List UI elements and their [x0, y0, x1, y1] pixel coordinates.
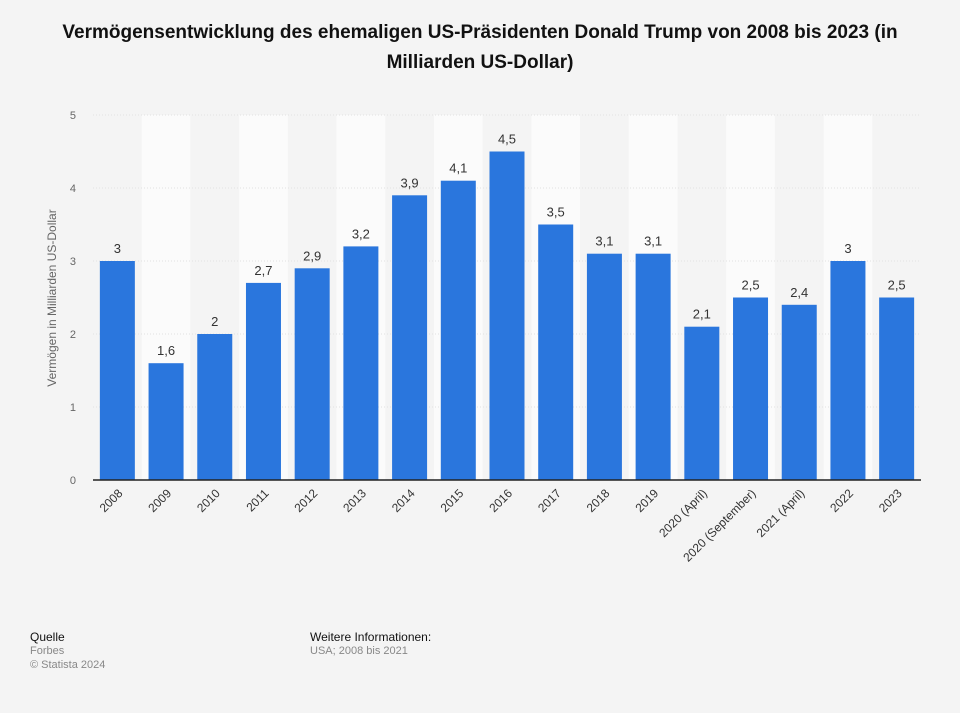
- bar: [294, 268, 330, 480]
- bar: [245, 282, 281, 480]
- bar: [343, 246, 379, 480]
- bar: [99, 261, 135, 480]
- x-axis-ticks: 2008 2009 2010 2011 2012 2013 2014 2015 2016 2017…: [97, 486, 905, 565]
- data-label: 2,1: [693, 307, 711, 322]
- info-block: Weitere Informationen: USA; 2008 bis 202…: [310, 630, 431, 658]
- data-label: 1,6: [157, 343, 175, 358]
- source-block: Quelle Forbes © Statista 2024: [30, 630, 105, 672]
- source-text[interactable]: Forbes: [30, 645, 65, 657]
- bar: [879, 297, 915, 480]
- y-axis-ticks: 0 1 2 3 4 5: [70, 110, 76, 487]
- bar: [538, 224, 574, 480]
- data-label: 3,1: [644, 234, 662, 249]
- x-tick-label: 2016: [486, 486, 515, 515]
- data-labels: 3 1,6 2 2,7 2,9 3,2 3,9 4,1 4,5 3,5 3,1 3,1 2,1 2,5 2,…: [114, 132, 906, 359]
- x-tick-label: 2023: [876, 486, 905, 515]
- data-label: 2,5: [741, 278, 759, 293]
- data-label: 3: [114, 241, 121, 256]
- bar: [586, 253, 622, 480]
- data-label: 3,2: [352, 226, 370, 241]
- x-tick-label: 2009: [145, 486, 174, 515]
- data-label: 3: [844, 241, 851, 256]
- data-label: 2,7: [254, 263, 272, 278]
- x-tick-label: 2013: [340, 486, 369, 515]
- x-tick-label: 2012: [292, 486, 321, 515]
- bars: [99, 151, 915, 481]
- data-label: 2: [211, 314, 218, 329]
- copyright-text: © Statista 2024: [30, 659, 106, 671]
- bar: [635, 253, 671, 480]
- data-label: 4,5: [498, 132, 516, 147]
- bar: [489, 151, 525, 480]
- x-tick-label: 2011: [243, 486, 271, 514]
- x-tick-label: 2018: [584, 486, 613, 515]
- bar: [440, 180, 476, 480]
- data-label: 2,4: [790, 285, 808, 300]
- bar: [392, 195, 428, 481]
- bar: [148, 363, 184, 480]
- bar: [830, 261, 866, 480]
- x-tick-label: 2019: [632, 486, 661, 515]
- data-label: 2,9: [303, 248, 321, 263]
- x-tick-label: 2021 (April): [754, 486, 808, 540]
- data-label: 4,1: [449, 161, 467, 176]
- x-tick-label: 2017: [535, 486, 564, 515]
- data-label: 3,5: [547, 205, 565, 220]
- x-tick-label: 2008: [97, 486, 126, 515]
- bar: [781, 304, 817, 480]
- y-tick-label: 4: [70, 183, 76, 195]
- x-tick-label: 2014: [389, 486, 418, 515]
- data-label: 3,1: [595, 234, 613, 249]
- info-heading: Weitere Informationen:: [310, 630, 432, 644]
- bar-chart: 0 1 2 3 4 5 3 1,6 2 2,7 2,9 3,2 3,9 4,1 4,5 3,5 3,1 3,1 2…: [45, 110, 921, 565]
- bar: [733, 297, 769, 480]
- data-label: 2,5: [888, 278, 906, 293]
- y-axis-label: Vermögen in Milliarden US-Dollar: [45, 209, 59, 386]
- bar: [197, 334, 233, 480]
- data-label: 3,9: [401, 175, 419, 190]
- y-tick-label: 1: [70, 402, 76, 414]
- x-tick-label: 2010: [194, 486, 223, 515]
- bar: [684, 326, 720, 480]
- y-tick-label: 0: [70, 475, 76, 487]
- y-tick-label: 3: [70, 256, 76, 268]
- x-tick-label: 2015: [438, 486, 467, 515]
- chart-title: Vermögensentwicklung des ehemaligen US-P…: [62, 22, 898, 73]
- y-tick-label: 5: [70, 110, 76, 122]
- source-heading: Quelle: [30, 630, 65, 644]
- y-tick-label: 2: [70, 329, 76, 341]
- x-tick-label: 2022: [827, 486, 856, 515]
- info-text[interactable]: USA; 2008 bis 2021: [310, 645, 408, 657]
